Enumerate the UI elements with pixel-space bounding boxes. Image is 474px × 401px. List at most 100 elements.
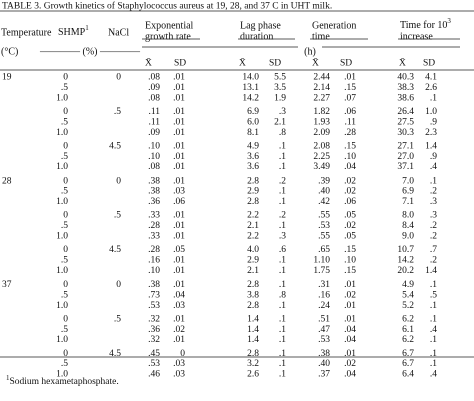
cell: .4	[430, 370, 437, 380]
cell: .38	[148, 187, 160, 197]
cell: .1	[279, 162, 286, 172]
shmp: 1.0	[56, 335, 68, 345]
cell: 6.1	[402, 325, 414, 335]
shmp: 0	[63, 176, 68, 186]
cell: .3	[279, 107, 286, 117]
cell: 3.8	[247, 290, 259, 300]
cell: 2.8	[247, 176, 259, 186]
mean-label: X̄	[239, 57, 246, 69]
cell: .01	[173, 266, 185, 276]
nacl: .5	[114, 211, 121, 221]
cell: 4.0	[247, 245, 259, 255]
cell: .01	[173, 152, 185, 162]
cell: .1	[430, 314, 437, 324]
cell: 8.4	[402, 221, 414, 231]
header: increase	[400, 31, 433, 42]
header: (°C)	[1, 46, 18, 57]
header: (h)	[304, 46, 316, 57]
cell: .01	[173, 335, 185, 345]
sup: 1	[85, 24, 89, 32]
cell: .11	[344, 117, 356, 127]
cell: 3.2	[247, 359, 259, 369]
header: Time for 103	[400, 17, 451, 32]
cell: .6	[279, 245, 286, 255]
shmp: 0	[63, 314, 68, 324]
shmp: .5	[61, 152, 68, 162]
cell: 20.2	[397, 266, 414, 276]
header: SHMP	[58, 27, 86, 38]
cell: 6.9	[247, 107, 259, 117]
cell: .08	[148, 73, 160, 83]
cell: 2.9	[247, 187, 259, 197]
cell: .02	[344, 176, 356, 186]
cell: 6.2	[402, 314, 414, 324]
cell: .01	[344, 280, 356, 290]
cell: 2.8	[247, 301, 259, 311]
cell: .1	[279, 197, 286, 207]
cell: 2.09	[313, 128, 330, 138]
cell: 2.8	[247, 349, 259, 359]
cell: 2.2	[247, 231, 259, 241]
cell: .01	[173, 73, 185, 83]
cell: .33	[148, 231, 160, 241]
shmp: 1.0	[56, 266, 68, 276]
cell: .01	[173, 221, 185, 231]
cell: .2	[430, 255, 437, 265]
temperature: 37	[2, 280, 12, 290]
cell: 40.3	[397, 73, 414, 83]
cell: 1.75	[313, 266, 330, 276]
cell: .4	[430, 325, 437, 335]
cell: 8.1	[247, 128, 259, 138]
temperature: 19	[2, 73, 12, 83]
cell: .38	[318, 349, 330, 359]
cell: .5	[430, 290, 437, 300]
cell: .2	[430, 231, 437, 241]
cell: .03	[173, 187, 185, 197]
cell: .01	[173, 128, 185, 138]
cell: 2.9	[247, 255, 259, 265]
cell: .02	[344, 359, 356, 369]
header: Lag phase	[240, 20, 281, 31]
cell: .01	[173, 83, 185, 93]
cell: .11	[148, 117, 160, 127]
nacl: 4.5	[109, 141, 121, 151]
cell: .2	[430, 221, 437, 231]
cell: .3	[430, 211, 437, 221]
cell: .16	[148, 255, 160, 265]
shmp: 0	[63, 349, 68, 359]
cell: 7.0	[402, 176, 414, 186]
cell: 3.6	[247, 152, 259, 162]
cell: 10.7	[397, 245, 414, 255]
shmp: .5	[61, 290, 68, 300]
cell: 4.9	[402, 280, 414, 290]
cell: .01	[173, 117, 185, 127]
cell: .10	[148, 141, 160, 151]
cell: 4.1	[425, 73, 437, 83]
cell: 26.4	[397, 107, 414, 117]
shmp: 0	[63, 107, 68, 117]
cell: .1	[279, 187, 286, 197]
cell: .4	[430, 162, 437, 172]
nacl: 4.5	[109, 349, 121, 359]
shmp: 1.0	[56, 128, 68, 138]
cell: .02	[173, 325, 185, 335]
cell: .1	[279, 255, 286, 265]
footnote-text: Sodium hexametaphosphate.	[10, 377, 119, 387]
mean-label: X̄	[399, 57, 406, 69]
shmp: 0	[63, 245, 68, 255]
cell: .04	[344, 335, 356, 345]
cell: .06	[173, 197, 185, 207]
cell: .01	[173, 107, 185, 117]
cell: 2.2	[247, 211, 259, 221]
cell: .01	[173, 255, 185, 265]
cell: .08	[148, 162, 160, 172]
nacl: 0	[116, 280, 121, 290]
cell: .1	[279, 266, 286, 276]
cell: .03	[173, 359, 185, 369]
shmp: 1.0	[56, 162, 68, 172]
cell: .05	[344, 211, 356, 221]
cell: .10	[344, 255, 356, 265]
cell: 27.1	[397, 141, 414, 151]
cell: .02	[344, 187, 356, 197]
